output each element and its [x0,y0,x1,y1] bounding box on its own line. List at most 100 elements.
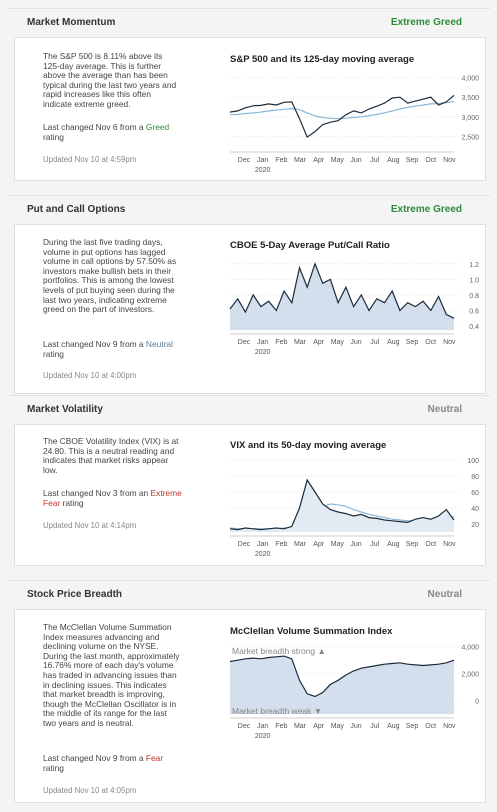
chart: S&P 500 and its 125-day moving average 4,… [229,54,479,173]
last-changed-rating: Extreme Fear [43,488,182,508]
x-tick-label: Feb [275,157,287,164]
updated: Updated Nov 10 at 4:59pm [43,155,137,164]
section-title: Stock Price Breadth [27,589,123,600]
section-title: Market Momentum [27,17,116,28]
line [229,655,455,698]
y-tick-label: 1.2 [469,262,479,269]
x-tick-label: Dec [238,723,251,730]
y-tick-label: 100 [467,458,479,465]
x-tick-label: Jul [370,723,379,730]
x-tick-label: Aug [387,157,400,164]
chart: McClellan Volume Summation Index 4,000 2,0… [229,626,479,740]
y-tick-label: 0.4 [469,324,479,331]
y-tick-label: 60 [471,490,479,497]
last-changed-suffix: rating [43,762,64,773]
year-label: 2020 [255,551,271,558]
y-tick-label: 2,000 [461,672,479,679]
last-changed-rating: Greed [145,122,170,132]
chart: VIX and its 50-day moving average 100 80 60… [229,440,479,558]
y-tick-label: 20 [471,522,479,529]
updated: Updated Nov 10 at 4:14pm [43,521,137,530]
last-changed-rating: Fear [145,753,164,763]
last-changed-prefix: Last changed Nov 9 from a [43,339,146,349]
updated: Updated Nov 10 at 4:00pm [43,371,137,380]
x-tick-label: Nov [443,541,456,548]
last-changed-suffix: rating [60,497,84,508]
x-tick-label: Dec [238,339,251,346]
y-tick-label: 0.8 [469,293,479,300]
x-tick-label: Jan [257,157,268,164]
line [229,100,455,120]
x-tick-label: Oct [425,541,436,548]
x-tick-label: Feb [275,723,287,730]
last-changed: Last changed Nov 6 from a Greed rating [43,122,183,142]
description: The McClellan Volume Summation Index mea… [43,622,180,728]
bottom-note: Market breadth weak ▼ [232,706,322,716]
x-tick-label: Sep [406,723,419,730]
section-card [14,424,486,566]
x-tick-label: Nov [443,339,456,346]
section-title: Market Volatility [27,404,103,415]
chart: CBOE 5-Day Average Put/Call Ratio 1.2 1.0 0… [229,240,479,356]
area-fill [230,480,454,532]
y-tick-label: 80 [471,474,479,481]
section-title: Put and Call Options [27,204,126,215]
section-header: Market Volatility Neutral [8,395,490,424]
y-tick-label: 0.6 [469,309,479,316]
description: The CBOE Volatility Index (VIX) is at 24… [43,436,179,475]
x-tick-label: Jun [350,339,361,346]
year-label: 2020 [255,733,271,740]
x-tick-label: Jan [257,339,268,346]
x-tick-label: Mar [294,541,307,548]
section-header: Stock Price Breadth Neutral [8,580,490,609]
y-tick-label: 3,000 [461,115,479,122]
x-tick-label: May [331,541,345,548]
chart-title: S&P 500 and its 125-day moving average [230,54,414,65]
x-tick-label: Jul [370,541,379,548]
chart-title: CBOE 5-Day Average Put/Call Ratio [230,240,390,251]
x-tick-label: Oct [425,339,436,346]
x-tick-label: Sep [406,157,419,164]
last-changed-prefix: Last changed Nov 6 from a [43,122,146,132]
chart-title: VIX and its 50-day moving average [230,440,386,451]
area-fill [230,263,454,330]
updated: Updated Nov 10 at 4:05pm [43,786,137,795]
section-header: Market Momentum Extreme Greed [8,8,490,37]
x-tick-label: May [331,339,345,346]
section-card [14,37,486,181]
x-tick-label: Jun [350,157,361,164]
x-tick-label: Feb [275,339,287,346]
x-tick-label: May [331,157,345,164]
top-note: Market breadth strong ▲ [232,646,326,656]
section-rating: Extreme Greed [390,204,462,215]
x-tick-label: May [331,723,345,730]
y-tick-label: 4,000 [461,645,479,652]
x-tick-label: Aug [387,541,400,548]
x-tick-label: Jul [370,157,379,164]
y-tick-label: 40 [471,506,479,513]
x-tick-label: Aug [387,339,400,346]
y-tick-label: 0 [475,699,479,706]
x-tick-label: Jul [370,339,379,346]
last-changed-prefix: Last changed Nov 3 from an [43,488,151,498]
x-tick-label: Apr [313,157,325,164]
x-tick-label: Nov [443,157,456,164]
section-header: Put and Call Options Extreme Greed [8,195,490,224]
description: The S&P 500 is 8.11% above its 125-day a… [43,51,177,109]
year-label: 2020 [255,349,271,356]
last-changed: Last changed Nov 9 from a Fear rating [43,753,183,773]
x-tick-label: Dec [238,541,251,548]
x-tick-label: Mar [294,157,307,164]
x-tick-label: Mar [294,339,307,346]
section-rating: Extreme Greed [390,17,462,28]
x-tick-label: Apr [313,339,325,346]
y-tick-label: 2,500 [461,134,479,141]
x-tick-label: Apr [313,723,325,730]
section-rating: Neutral [427,404,462,415]
last-changed: Last changed Nov 9 from a Neutral rating [43,339,183,359]
year-label: 2020 [255,167,271,173]
x-tick-label: Jun [350,541,361,548]
line [229,262,455,319]
last-changed-rating: Neutral [145,339,173,349]
